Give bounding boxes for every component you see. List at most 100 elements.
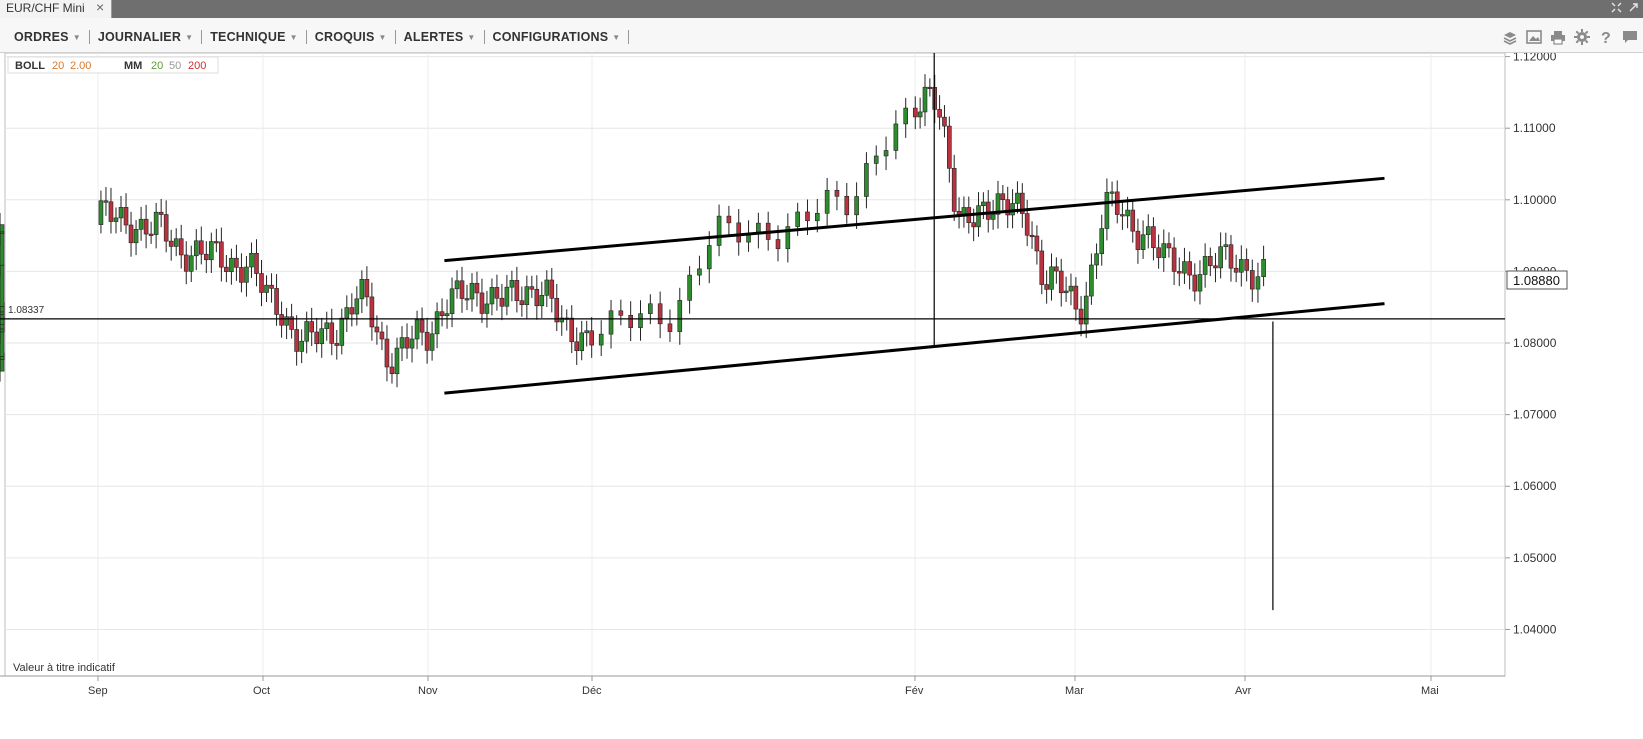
- candle-up: [1261, 258, 1266, 277]
- candle-down: [514, 280, 520, 301]
- candle-down: [1078, 308, 1084, 325]
- candle-up: [687, 274, 692, 301]
- expand-icon[interactable]: [1628, 2, 1639, 16]
- reference-line-label: 1.08337: [8, 305, 45, 316]
- menu-croquis[interactable]: CROQUIS ▼: [307, 30, 395, 44]
- candle-down: [834, 189, 840, 197]
- candle-down: [479, 292, 485, 314]
- candle-down: [259, 273, 264, 293]
- candle-down: [1244, 259, 1249, 271]
- candle-up: [0, 224, 5, 233]
- candle-up: [608, 310, 614, 335]
- candle-down: [198, 240, 204, 255]
- candle-down: [1192, 274, 1198, 292]
- candle-down: [1024, 213, 1030, 236]
- candle-down: [279, 314, 284, 326]
- candle-up: [113, 217, 119, 222]
- candle-up: [0, 232, 5, 266]
- x-tick-label: Oct: [253, 685, 270, 697]
- candle-up: [1089, 264, 1094, 297]
- candle-up: [1197, 274, 1203, 292]
- chart-tab[interactable]: EUR/CHF Mini ×: [0, 0, 112, 18]
- y-tick-label: 1.06000: [1513, 479, 1557, 493]
- menu-configurations[interactable]: CONFIGURATIONS ▼: [485, 30, 629, 44]
- candle-up: [444, 313, 450, 317]
- candle-up: [344, 307, 350, 319]
- candle-up: [598, 333, 604, 346]
- close-icon[interactable]: ×: [96, 0, 105, 15]
- candle-down: [474, 282, 480, 294]
- x-tick-label: Sep: [88, 685, 108, 697]
- candle-down: [942, 116, 947, 127]
- candle-up: [469, 282, 475, 300]
- candle-down: [389, 366, 395, 375]
- x-tick-label: Déc: [582, 685, 602, 697]
- candle-down: [1208, 256, 1213, 267]
- menu-ordres[interactable]: ORDRES ▼: [6, 30, 89, 44]
- image-icon[interactable]: [1525, 28, 1543, 46]
- gear-icon[interactable]: [1573, 28, 1591, 46]
- candle-down: [364, 279, 370, 298]
- candle-down: [334, 343, 340, 346]
- candle-up: [1182, 261, 1187, 274]
- candle-up: [319, 328, 325, 345]
- candle-down: [464, 298, 470, 301]
- y-tick-label: 1.12000: [1513, 53, 1557, 64]
- candle-up: [399, 337, 405, 349]
- candle-down: [163, 214, 169, 242]
- candle-down: [726, 215, 732, 224]
- menu-journalier[interactable]: JOURNALIER ▼: [90, 30, 201, 44]
- candle-down: [927, 86, 933, 89]
- collapse-icon[interactable]: [1611, 2, 1622, 16]
- candle-up: [138, 218, 144, 230]
- print-icon[interactable]: [1549, 28, 1567, 46]
- candle-up: [434, 311, 440, 335]
- candle-up: [697, 268, 702, 276]
- chart-tools: ?: [1501, 28, 1639, 46]
- candle-up: [409, 338, 415, 349]
- candle-down: [775, 239, 781, 250]
- candle-down: [1187, 261, 1192, 276]
- candle-up: [648, 303, 653, 314]
- current-price-box: [1506, 270, 1568, 290]
- candle-down: [128, 224, 134, 244]
- chevron-down-icon: ▼: [289, 33, 298, 42]
- candle-up: [244, 266, 249, 283]
- price-chart[interactable]: 1.120001.110001.100001.090001.080001.070…: [0, 50, 1643, 734]
- chart-area[interactable]: 1.120001.110001.100001.090001.080001.070…: [0, 50, 1643, 739]
- candle-up: [981, 201, 986, 206]
- candle-up: [0, 356, 5, 360]
- menu-divider: [394, 30, 396, 44]
- layers-icon[interactable]: [1501, 28, 1519, 46]
- menu-label: CROQUIS: [314, 30, 375, 44]
- candle-down: [618, 310, 624, 316]
- candle-down: [499, 297, 505, 307]
- candle-up: [0, 328, 5, 333]
- help-icon[interactable]: ?: [1597, 28, 1615, 46]
- menu-alertes[interactable]: ALERTES ▼: [396, 30, 484, 44]
- chat-icon[interactable]: [1621, 28, 1639, 46]
- candle-up: [118, 207, 124, 219]
- candle-down: [569, 317, 575, 343]
- candle-up: [1223, 244, 1229, 248]
- current-price-label: 1.08880: [1513, 273, 1560, 288]
- legend-boll-period: 20: [52, 60, 64, 72]
- candle-up: [1239, 259, 1244, 273]
- candle-down: [589, 330, 594, 346]
- candle-up: [504, 286, 510, 307]
- candle-up: [1049, 266, 1054, 290]
- candle-down: [1130, 209, 1136, 232]
- candle-up: [903, 107, 909, 125]
- candle-up: [484, 303, 490, 314]
- candle-down: [314, 331, 320, 345]
- menu-technique[interactable]: TECHNIQUE ▼: [202, 30, 306, 44]
- candle-down: [534, 288, 540, 307]
- candle-down: [985, 201, 991, 220]
- candle-down: [971, 222, 976, 228]
- candle-up: [0, 306, 5, 313]
- candle-up: [716, 215, 722, 246]
- candle-down: [937, 109, 942, 118]
- legend-boll-name: BOLL: [15, 60, 45, 72]
- candle-down: [158, 211, 164, 215]
- y-tick-label: 1.08000: [1513, 336, 1557, 350]
